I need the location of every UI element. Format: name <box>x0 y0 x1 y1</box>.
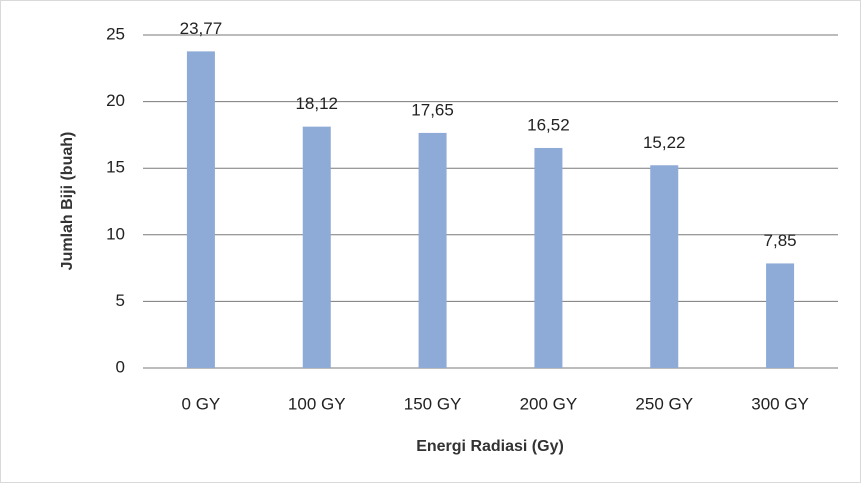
value-label: 18,12 <box>295 94 338 113</box>
value-label: 23,77 <box>180 19 223 38</box>
x-tick-label: 300 GY <box>751 394 809 413</box>
x-tick-label: 0 GY <box>182 394 221 413</box>
y-tick-label: 25 <box>106 24 125 43</box>
value-label: 17,65 <box>411 100 454 119</box>
bar <box>302 126 331 368</box>
value-label: 7,85 <box>764 231 797 250</box>
y-tick-label: 20 <box>106 91 125 110</box>
x-tick-label: 250 GY <box>635 394 693 413</box>
bar <box>534 147 563 368</box>
value-label: 16,52 <box>527 115 570 134</box>
x-tick-label: 100 GY <box>288 394 346 413</box>
value-label: 15,22 <box>643 133 686 152</box>
x-axis-title: Energi Radiasi (Gy) <box>416 438 564 455</box>
x-tick-label: 150 GY <box>404 394 462 413</box>
bar <box>186 51 215 368</box>
bar <box>650 165 679 368</box>
bar <box>766 263 795 368</box>
y-tick-label: 10 <box>106 224 125 243</box>
y-tick-label: 5 <box>116 291 125 310</box>
y-tick-label: 0 <box>116 357 125 376</box>
x-tick-label: 200 GY <box>520 394 578 413</box>
y-axis-title: Jumlah Biji (buah) <box>59 132 76 271</box>
y-tick-label: 15 <box>106 158 125 177</box>
bar <box>418 132 447 368</box>
